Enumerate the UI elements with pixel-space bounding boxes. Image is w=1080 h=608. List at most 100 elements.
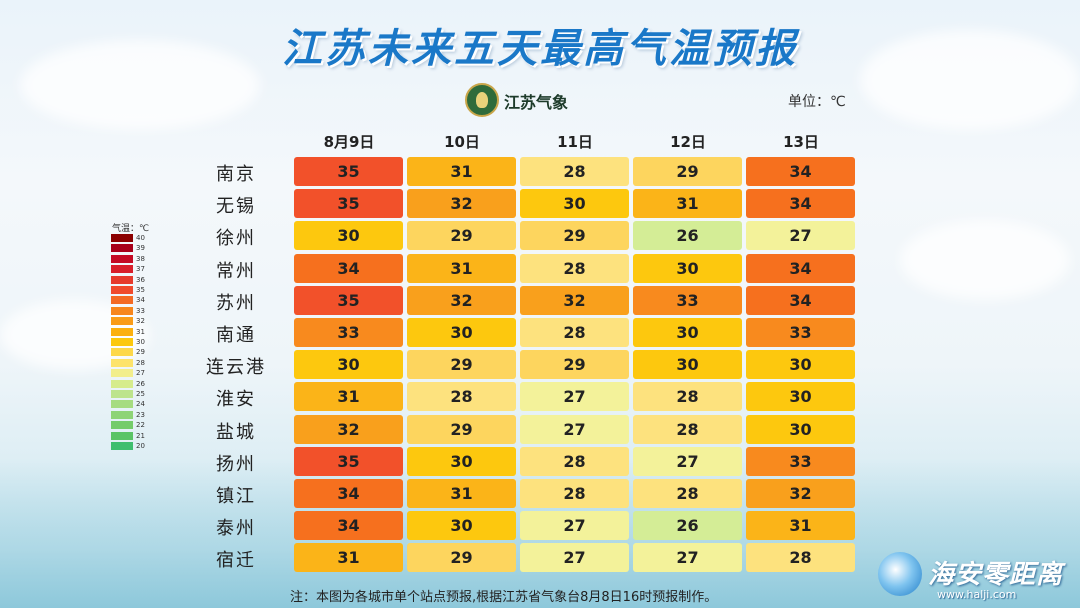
legend-label: 20: [136, 442, 145, 450]
city-label: 泰州: [216, 518, 256, 540]
temperature-cell: 29: [407, 350, 516, 380]
temperature-cell: 34: [746, 253, 855, 283]
temperature-cell: 28: [633, 382, 742, 412]
legend-swatch: [111, 348, 133, 357]
background-cloud: [860, 30, 1080, 130]
temperature-cell: 29: [407, 543, 516, 573]
temperature-cell: 31: [746, 511, 855, 541]
date-header: 8月9日: [323, 133, 375, 151]
temperature-cell: 30: [633, 350, 742, 380]
temperature-cell: 31: [407, 157, 516, 186]
temperature-cell: 28: [407, 382, 516, 412]
city-label: 扬州: [216, 453, 256, 475]
legend-label: 22: [136, 421, 145, 430]
watermark-url: www.halji.com: [937, 588, 1017, 601]
legend-label: 21: [136, 431, 145, 440]
temperature-cell: 29: [407, 221, 516, 251]
legend-swatch: [111, 338, 133, 346]
legend-label: 23: [136, 410, 145, 419]
legend-swatch: [111, 400, 133, 409]
legend-label: 24: [136, 400, 145, 409]
temperature-cell: 31: [407, 479, 516, 508]
temperature-cell: 35: [294, 285, 403, 315]
temperature-cell: 35: [294, 446, 403, 476]
legend-swatch: [111, 296, 133, 305]
city-label: 盐城: [216, 421, 256, 443]
legend-swatch: [111, 390, 133, 398]
legend-swatch: [111, 358, 133, 367]
temperature-cell: 30: [294, 221, 403, 251]
city-label: 徐州: [216, 228, 256, 250]
legend-swatch: [111, 421, 133, 430]
legend-label: 37: [136, 265, 145, 274]
legend-label: 31: [136, 327, 145, 336]
city-label: 宿迁: [216, 550, 256, 572]
temperature-cell: 30: [407, 318, 516, 347]
legend-label: 27: [136, 369, 145, 378]
legend-swatch: [111, 254, 133, 263]
temperature-cell: 30: [746, 414, 855, 444]
legend-swatch: [111, 431, 133, 440]
temperature-cell: 27: [520, 414, 629, 444]
legend-swatch: [111, 410, 133, 419]
legend-swatch: [111, 244, 133, 253]
temperature-cell: 28: [746, 543, 855, 573]
legend-swatch: [111, 265, 133, 274]
temperature-cell: 34: [294, 253, 403, 283]
legend-label: 32: [136, 317, 145, 326]
temperature-cell: 32: [407, 285, 516, 315]
temperature-cell: 33: [294, 318, 403, 347]
temperature-cell: 29: [407, 414, 516, 444]
temperature-cell: 33: [746, 446, 855, 476]
legend-label: 34: [136, 296, 145, 305]
temperature-cell: 30: [746, 350, 855, 380]
legend-swatch: [111, 369, 133, 378]
temperature-cell: 32: [294, 414, 403, 444]
temperature-cell: 34: [746, 285, 855, 315]
city-label: 无锡: [216, 196, 256, 218]
unit-label: 单位：℃: [788, 94, 846, 110]
temperature-cell: 30: [407, 446, 516, 476]
temperature-cell: 27: [633, 446, 742, 476]
page-title: 江苏未来五天最高气温预报: [282, 26, 798, 72]
legend-label: 36: [136, 275, 145, 284]
date-header: 11日: [557, 133, 593, 151]
temperature-cell: 30: [746, 382, 855, 412]
city-label: 南通: [216, 325, 256, 346]
legend-label: 26: [136, 379, 145, 388]
date-header: 12日: [670, 133, 706, 151]
legend-label: 38: [136, 254, 145, 263]
temperature-cell: 30: [633, 318, 742, 347]
legend-swatch: [111, 379, 133, 388]
temperature-cell: 28: [520, 253, 629, 283]
legend-label: 29: [136, 348, 145, 357]
city-label: 南京: [216, 164, 256, 185]
temperature-cell: 31: [294, 543, 403, 573]
city-label: 连云港: [206, 357, 266, 379]
temperature-cell: 32: [407, 189, 516, 219]
temperature-cell: 33: [746, 318, 855, 347]
legend-swatch: [111, 234, 133, 242]
legend-swatch: [111, 286, 133, 294]
temperature-cell: 29: [520, 221, 629, 251]
city-label: 镇江: [216, 486, 256, 507]
temperature-cell: 27: [520, 511, 629, 541]
temperature-cell: 27: [520, 543, 629, 573]
temperature-cell: 30: [520, 189, 629, 219]
temperature-cell: 26: [633, 511, 742, 541]
temperature-cell: 34: [746, 157, 855, 186]
temperature-cell: 28: [520, 157, 629, 186]
temperature-cell: 28: [633, 479, 742, 508]
legend-label: 40: [136, 234, 145, 242]
legend-swatch: [111, 327, 133, 336]
temperature-cell: 29: [520, 350, 629, 380]
temperature-cell: 28: [633, 414, 742, 444]
background-cloud: [20, 40, 260, 130]
temperature-cell: 33: [633, 285, 742, 315]
date-header: 10日: [444, 133, 480, 151]
temperature-cell: 29: [633, 157, 742, 186]
watermark-logo-icon: [878, 552, 922, 596]
legend-swatch: [111, 317, 133, 326]
temperature-cell: 31: [294, 382, 403, 412]
background-cloud: [900, 220, 1070, 300]
